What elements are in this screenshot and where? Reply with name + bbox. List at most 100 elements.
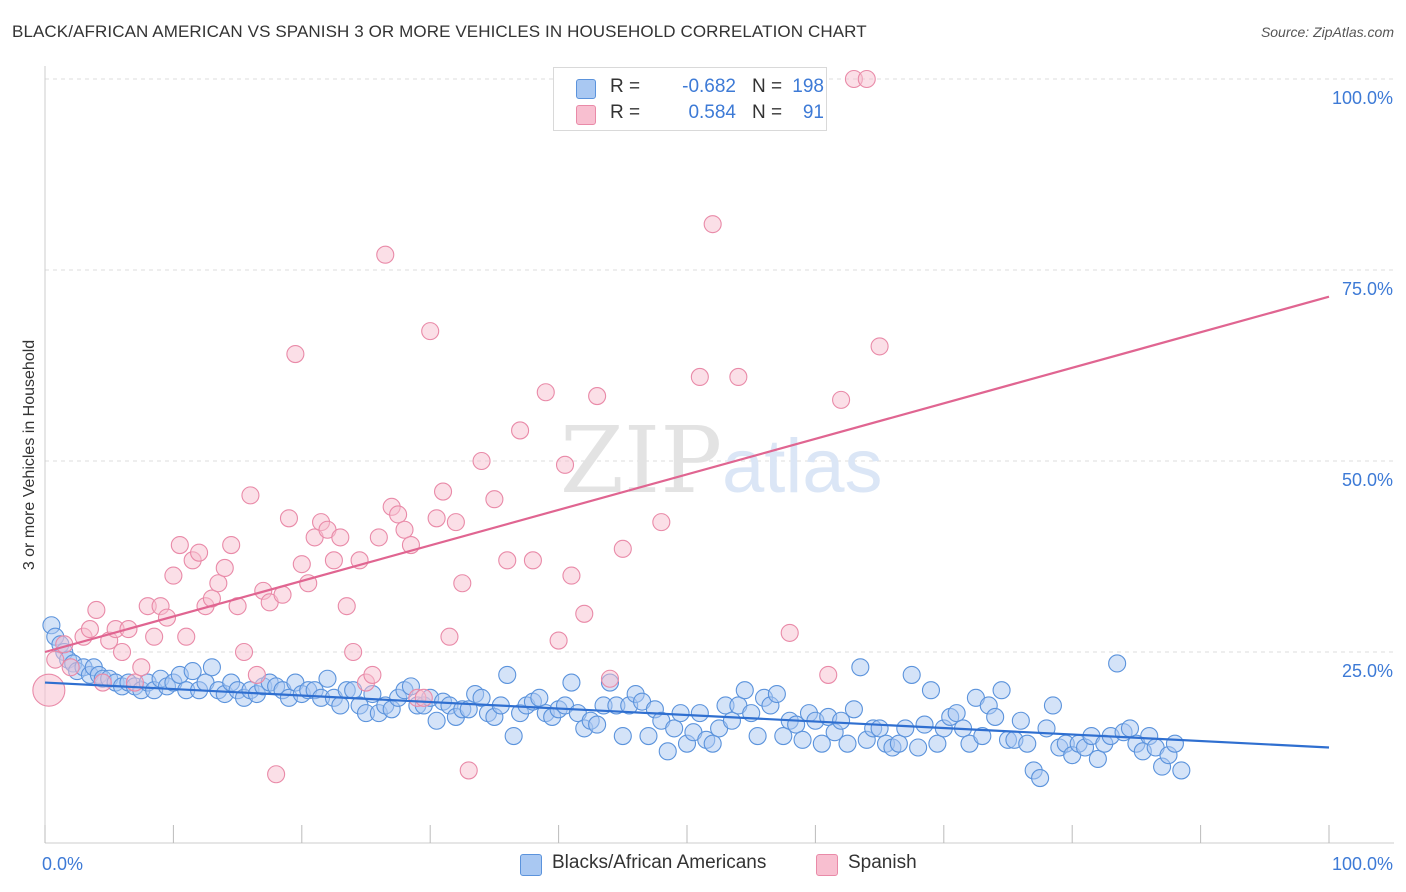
r-value: -0.682 xyxy=(682,76,736,97)
data-point xyxy=(793,730,812,749)
data-point xyxy=(921,681,941,700)
data-point xyxy=(80,620,99,639)
data-point xyxy=(748,726,767,746)
correlation-legend: R = -0.682 N = 198 R = 0.584 N = 91 xyxy=(553,67,827,131)
data-point xyxy=(992,681,1011,700)
data-point xyxy=(241,486,260,505)
data-point xyxy=(947,704,966,723)
data-point xyxy=(472,688,491,707)
data-point xyxy=(530,688,549,707)
data-point xyxy=(851,658,870,677)
r-label: R = xyxy=(610,76,641,97)
data-point xyxy=(588,387,607,406)
trend-line-blacks xyxy=(44,681,1330,749)
data-point xyxy=(915,715,934,734)
data-point xyxy=(331,528,350,547)
data-point xyxy=(183,662,202,681)
data-point xyxy=(222,535,241,555)
data-point xyxy=(331,696,350,715)
data-point xyxy=(613,539,632,558)
data-point xyxy=(344,642,363,662)
data-point xyxy=(202,589,221,608)
legend-label: Blacks/African Americans xyxy=(552,852,767,873)
r-label: R = xyxy=(610,102,641,123)
data-point xyxy=(562,673,581,692)
watermark: ZIP atlas xyxy=(560,407,883,514)
data-point xyxy=(337,597,356,616)
data-point xyxy=(1108,654,1127,673)
x-tick-label-start: 0.0% xyxy=(42,854,83,874)
data-point xyxy=(774,726,793,746)
data-point xyxy=(433,482,453,501)
data-point xyxy=(1088,749,1107,769)
data-point xyxy=(703,734,722,753)
data-point xyxy=(209,574,228,593)
data-point xyxy=(485,490,504,509)
data-point xyxy=(767,684,786,704)
watermark-zip: ZIP xyxy=(560,407,722,514)
data-point xyxy=(145,627,164,646)
data-point xyxy=(639,726,658,746)
data-point xyxy=(832,711,851,730)
data-point xyxy=(928,734,947,753)
data-point xyxy=(427,509,446,528)
data-point xyxy=(427,711,446,730)
x-tick-labels: 0.0% 100.0% xyxy=(42,854,1393,874)
data-point xyxy=(562,566,581,585)
n-label: N = xyxy=(752,102,783,123)
data-point xyxy=(46,650,65,669)
data-point xyxy=(857,69,876,89)
data-point xyxy=(986,707,1005,726)
legend-swatch-blue xyxy=(576,79,596,99)
data-point xyxy=(170,535,189,555)
y-tick-label: 75.0% xyxy=(1342,279,1393,299)
data-point xyxy=(511,421,530,440)
data-point xyxy=(504,726,523,746)
data-point xyxy=(973,726,992,746)
data-point xyxy=(665,719,684,738)
data-point xyxy=(453,574,472,593)
data-point xyxy=(870,337,889,356)
series-spanish-points xyxy=(32,69,889,784)
data-point xyxy=(292,555,311,574)
data-point xyxy=(832,390,851,409)
series-blacks-points xyxy=(42,616,1191,788)
chart-title: BLACK/AFRICAN AMERICAN VS SPANISH 3 OR M… xyxy=(12,22,867,41)
x-tick-label-end: 100.0% xyxy=(1332,854,1393,874)
data-point xyxy=(202,658,221,677)
data-point xyxy=(395,520,414,539)
data-point xyxy=(575,604,594,623)
trend-line-spanish xyxy=(44,295,1330,654)
data-point xyxy=(889,734,908,753)
data-point xyxy=(722,711,741,730)
data-point xyxy=(588,715,607,734)
data-point xyxy=(523,551,542,570)
n-value: 91 xyxy=(802,102,824,123)
data-point xyxy=(93,673,112,692)
data-point xyxy=(555,455,575,474)
data-point xyxy=(613,726,632,746)
data-point xyxy=(132,658,151,677)
data-point xyxy=(459,761,478,780)
data-point xyxy=(318,669,337,688)
data-point xyxy=(1120,719,1140,738)
data-point xyxy=(896,719,915,738)
data-point xyxy=(125,673,144,692)
trend-lines xyxy=(44,295,1330,749)
data-point xyxy=(819,665,838,684)
data-point xyxy=(87,600,106,620)
data-point xyxy=(498,665,517,684)
data-point xyxy=(1011,711,1030,730)
data-point xyxy=(414,688,433,707)
data-point xyxy=(780,623,799,642)
data-point xyxy=(909,738,928,757)
data-point xyxy=(652,513,671,532)
y-tick-label: 25.0% xyxy=(1342,661,1393,681)
data-point xyxy=(498,551,517,570)
data-point xyxy=(902,665,921,684)
data-point xyxy=(844,700,863,719)
data-point xyxy=(440,627,459,646)
data-point xyxy=(658,742,677,761)
data-point xyxy=(279,509,299,528)
